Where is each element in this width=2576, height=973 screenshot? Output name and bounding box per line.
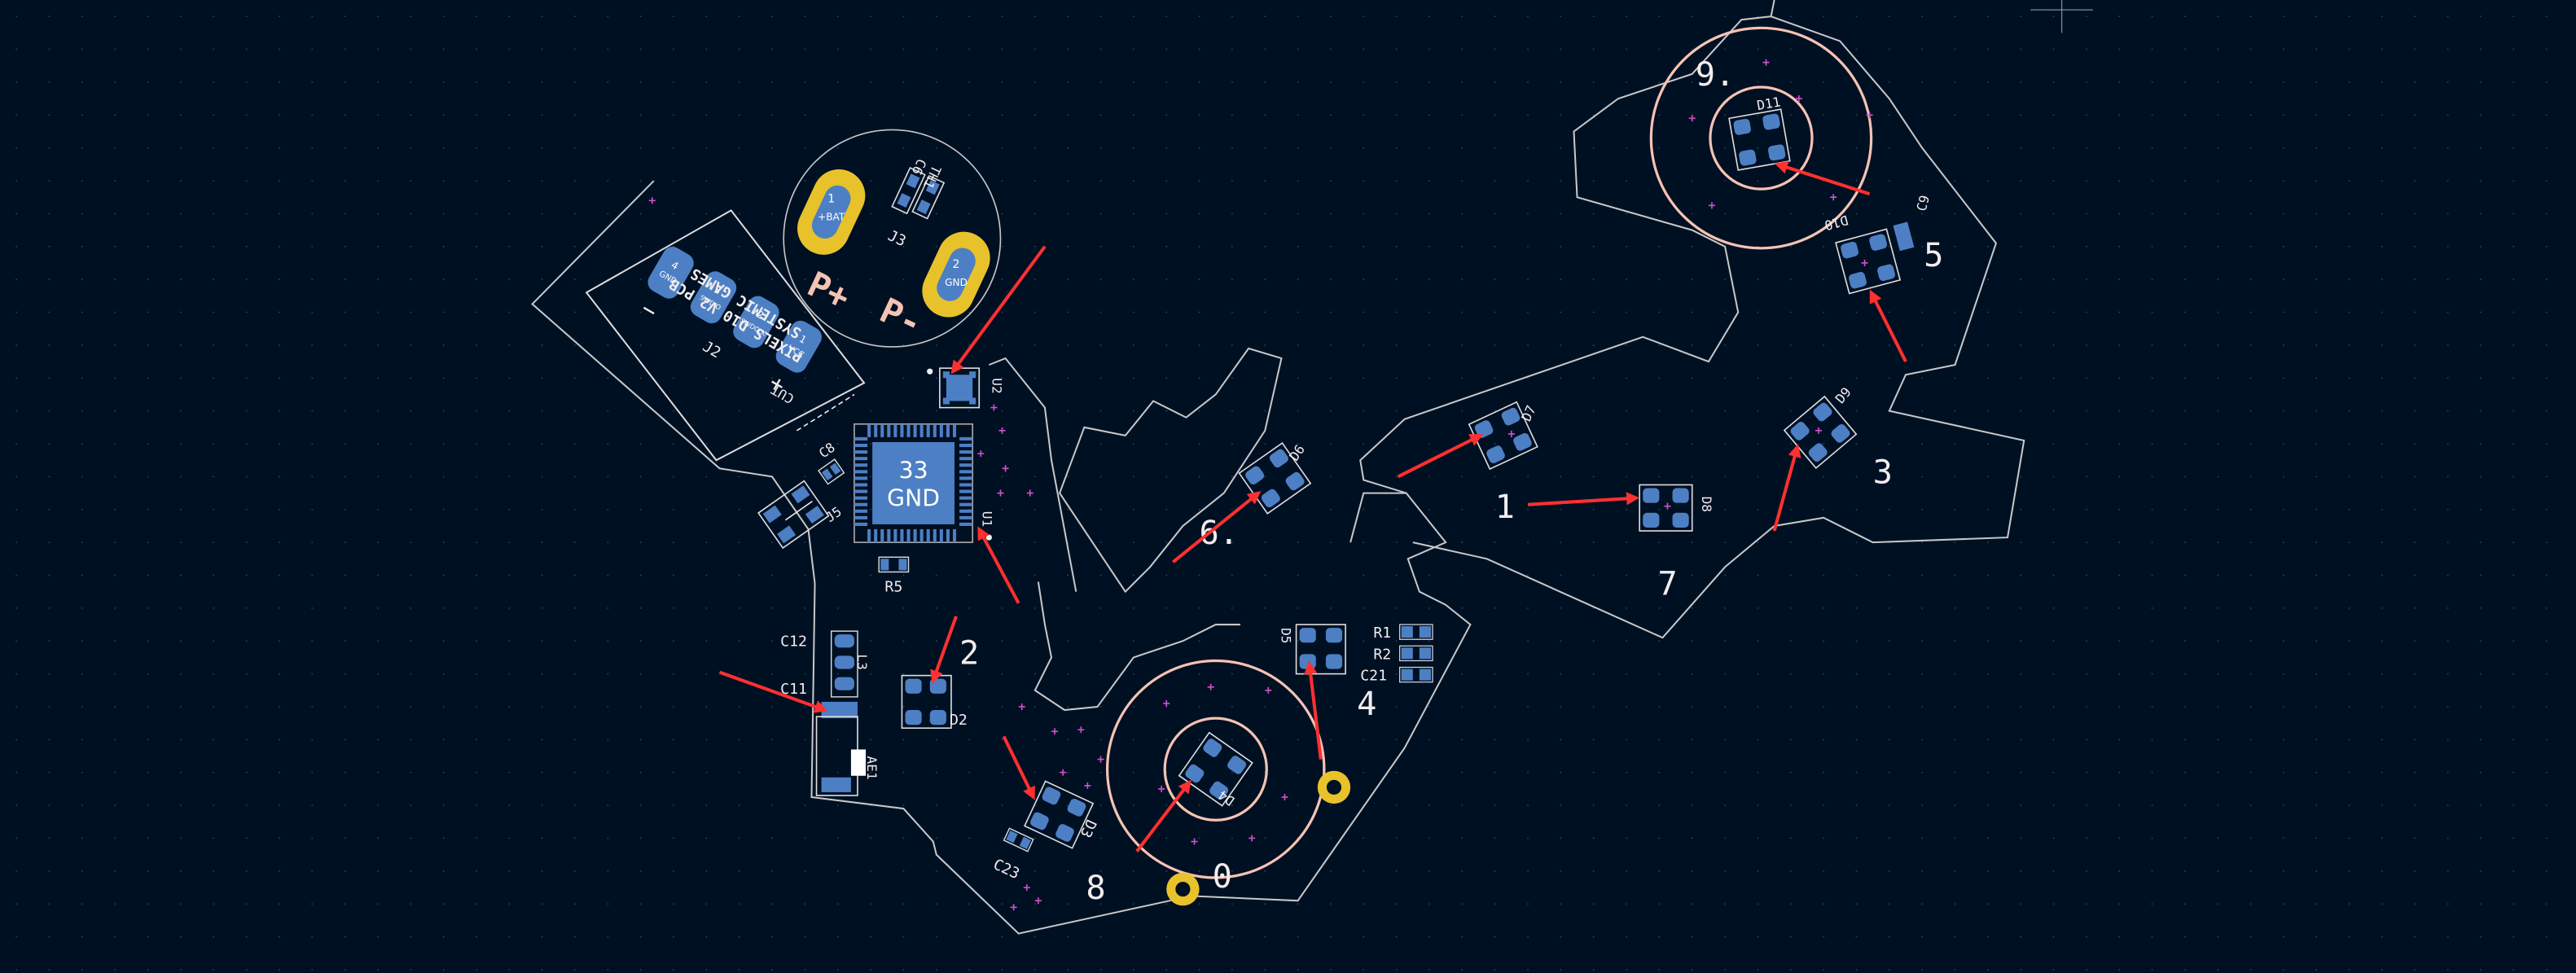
face-number-9: 9.: [1696, 55, 1736, 94]
component-l3[interactable]: [831, 630, 858, 698]
u1-pad-number: 33: [899, 457, 928, 484]
cursor-crosshair: [2030, 0, 2093, 33]
ref-ae1: AE1: [864, 756, 880, 780]
led-d10[interactable]: [1835, 228, 1902, 295]
connector-pin-4[interactable]: [644, 243, 697, 303]
component-u1[interactable]: 33 GND: [854, 423, 992, 543]
led-d6[interactable]: [1238, 441, 1312, 515]
ref-r5: R5: [884, 579, 902, 596]
ref-r2: R2: [1373, 646, 1391, 663]
led-d11[interactable]: [1728, 108, 1791, 171]
component-c23[interactable]: [1003, 827, 1034, 852]
face-number-8: 8: [1086, 869, 1105, 907]
component-c8[interactable]: [818, 458, 845, 485]
led-d9[interactable]: [1783, 395, 1858, 469]
courtyard-circles: [783, 26, 1873, 879]
led-d3[interactable]: [1024, 780, 1095, 849]
direction-arrows: [718, 160, 1907, 852]
ref-c9: C9: [1914, 194, 1933, 213]
ref-d2: D2: [950, 712, 968, 729]
ref-d11: D11: [1756, 94, 1782, 113]
passives-r1-r2-c21[interactable]: [1399, 624, 1433, 683]
ref-d8: D8: [1699, 497, 1714, 512]
battery-pad2-net: GND: [945, 277, 968, 288]
component-r5[interactable]: [878, 556, 910, 573]
thermistor-th1[interactable]: [891, 167, 946, 220]
connector-pin-2[interactable]: [730, 292, 783, 352]
component-c11[interactable]: [821, 701, 858, 719]
antenna-ae1[interactable]: [815, 716, 867, 796]
face-number-6: 6.: [1199, 514, 1239, 552]
ref-c11: C11: [780, 681, 807, 698]
u1-center-pad[interactable]: [872, 441, 955, 524]
connector-j2[interactable]: 4 GND 3 SWDIO 2 SWDCLK 1 VCC − + J2: [628, 243, 825, 405]
board-outline: [531, 0, 2025, 935]
face-number-1: 1: [1495, 488, 1515, 526]
face-number-4: 4: [1357, 685, 1376, 723]
ref-l3: L3: [854, 654, 870, 669]
mounting-holes: [1166, 770, 1351, 906]
ref-u1: U1: [979, 511, 994, 527]
ref-r1: R1: [1373, 625, 1391, 642]
ref-u2: U2: [989, 378, 1004, 393]
ref-c12: C12: [780, 633, 807, 650]
ref-c21: C21: [1360, 668, 1387, 685]
led-d5[interactable]: [1295, 624, 1346, 675]
connector-pin-3[interactable]: [687, 268, 739, 327]
u1-pad-net: GND: [887, 485, 940, 512]
cut-line: [796, 393, 855, 432]
face-number-5: 5: [1924, 236, 1943, 274]
component-u2[interactable]: [927, 367, 981, 409]
component-j5[interactable]: [757, 480, 830, 550]
component-c9[interactable]: [1893, 221, 1915, 252]
connector-pin-1[interactable]: [772, 317, 825, 376]
ref-d5: D5: [1278, 628, 1293, 643]
face-number-2: 2: [959, 633, 979, 672]
battery-pad2-number: 2: [953, 258, 960, 271]
battery-pad1-number: 1: [827, 192, 835, 205]
face-number-7: 7: [1657, 565, 1677, 603]
face-number-0: 0: [1213, 857, 1232, 896]
face-numbers: 0 1 2 3 4 5 6. 7 8 9.: [959, 55, 1943, 907]
led-d7[interactable]: [1468, 401, 1538, 471]
battery-pad1-net: +BAT: [818, 211, 845, 222]
drc-markers: [648, 59, 1873, 911]
face-number-3: 3: [1873, 453, 1893, 491]
led-d8[interactable]: [1639, 484, 1693, 532]
led-d4[interactable]: [1178, 731, 1253, 807]
